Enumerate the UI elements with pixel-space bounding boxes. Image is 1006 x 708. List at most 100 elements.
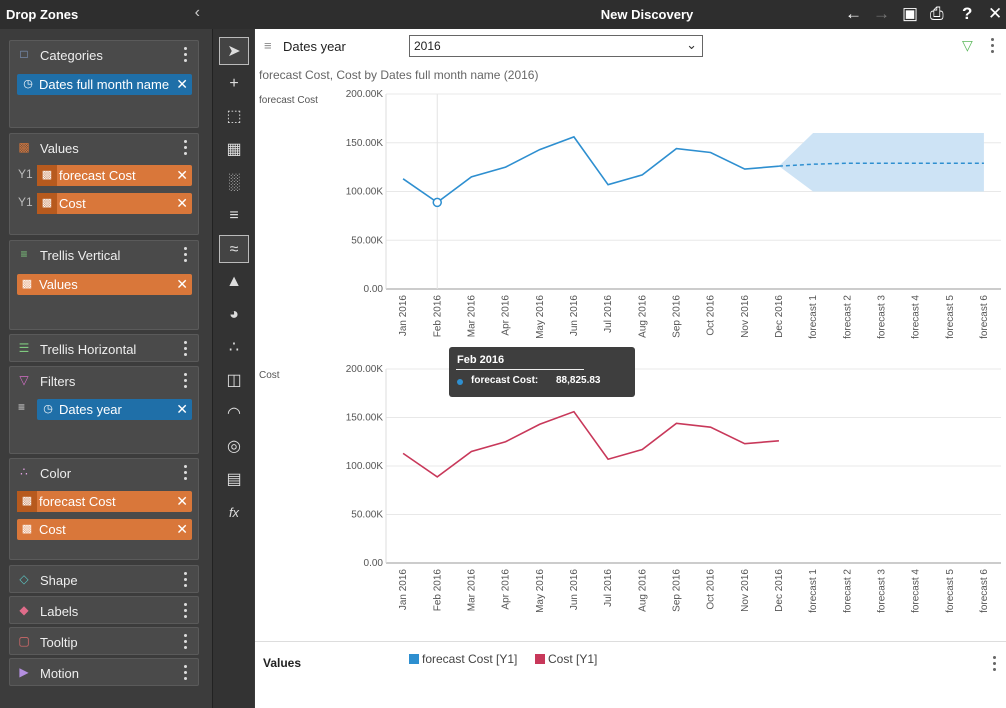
pill-label: Dates full month name (39, 77, 170, 92)
x-tick-label: Mar 2016 (466, 295, 477, 338)
y-tick-label: 50.00K (351, 235, 383, 246)
x-tick-label: forecast 3 (876, 569, 887, 613)
column-chart-icon[interactable]: ░ (228, 174, 240, 191)
trellis-horizontal-zone[interactable]: ☰ Trellis Horizontal (9, 334, 199, 362)
shape-menu-icon[interactable] (184, 572, 188, 588)
collapse-panel-icon[interactable]: ‹ (194, 4, 200, 21)
scatter-chart-icon[interactable]: ∴ (228, 339, 240, 356)
tooltip-zone[interactable]: ▢ Tooltip (9, 627, 199, 655)
motion-zone[interactable]: ▶ Motion (9, 658, 199, 686)
content-menu-icon[interactable] (991, 38, 995, 53)
color-zone-title: Color (40, 466, 72, 481)
legend-swatch (535, 654, 545, 664)
save-icon[interactable]: ▣ (902, 4, 919, 23)
forecast-confidence-band (778, 133, 984, 192)
back-arrow-icon[interactable]: ← (845, 4, 862, 23)
y-tick-label: 100.00K (346, 187, 384, 198)
help-icon[interactable]: ? (962, 4, 973, 23)
pill-label: Dates year (59, 402, 122, 417)
tooltip-title: Feb 2016 (457, 354, 505, 366)
tooltip-menu-icon[interactable] (184, 634, 188, 650)
legend-item-label[interactable]: Cost [Y1] (548, 652, 598, 666)
y-tick-label: 150.00K (346, 138, 384, 149)
trellis-vertical-menu-icon[interactable] (184, 247, 188, 263)
categories-menu-icon[interactable] (184, 47, 188, 63)
grid-table-icon[interactable]: ▦ (226, 141, 242, 158)
chart-area[interactable]: forecast Cost 0.00 50.00K 100.00K 150.00K 200… (255, 29, 1006, 641)
pivot-table-icon[interactable]: ▤ (226, 471, 242, 488)
categories-pill-dates-full-month-name[interactable]: ◷ Dates full month name ✕ (17, 74, 192, 95)
motion-menu-icon[interactable] (184, 665, 188, 681)
x-tick-label: forecast 5 (945, 295, 956, 339)
crosshair-add-icon[interactable]: + (229, 75, 239, 92)
motion-zone-title: Motion (40, 666, 80, 681)
shape-zone[interactable]: ◇ Shape (9, 565, 199, 593)
gauge-icon[interactable]: ◠ (227, 405, 241, 422)
pointer-select-icon[interactable]: ➤ (219, 37, 249, 65)
pill-label: Values (39, 277, 78, 292)
color-pill-cost[interactable]: ▩ Cost ✕ (17, 519, 192, 540)
y-tick-label: 0.00 (364, 284, 384, 295)
legend-swatch (409, 654, 419, 664)
categories-icon: □ (20, 47, 28, 61)
trellis-vertical-pill-values[interactable]: ▩ Values ✕ (17, 274, 192, 295)
labels-menu-icon[interactable] (184, 603, 188, 619)
x-tick-label: Dec 2016 (774, 569, 785, 612)
highlighted-point (432, 197, 442, 208)
x-tick-label: forecast 1 (808, 295, 819, 339)
values-pill-forecast-cost[interactable]: ▩ forecast Cost ✕ (37, 165, 192, 186)
trellis-vertical-zone: ≡ Trellis Vertical ▩ Values ✕ (9, 240, 199, 330)
map-globe-icon[interactable]: ◎ (227, 438, 241, 455)
legend-menu-icon[interactable] (993, 656, 997, 671)
x-tick-label: forecast 1 (808, 569, 819, 613)
remove-icon[interactable]: ✕ (176, 276, 188, 292)
x-tick-label: Apr 2016 (501, 295, 512, 336)
x-tick-label: Oct 2016 (706, 569, 717, 610)
values-pill-cost[interactable]: ▩ Cost ✕ (37, 193, 192, 214)
values-icon: ▩ (18, 140, 30, 154)
pill-label: Cost (39, 522, 66, 537)
date-field-icon: ◷ (43, 403, 53, 415)
forward-arrow-icon[interactable]: → (873, 4, 890, 23)
labels-zone[interactable]: ◆ Labels (9, 596, 199, 624)
axis-label-y1: Y1 (18, 167, 33, 181)
motion-play-icon: ▶ (19, 665, 29, 679)
filters-pill-dates-year[interactable]: ◷ Dates year ✕ (37, 399, 192, 420)
print-icon[interactable]: ⎙ (930, 4, 944, 23)
formula-chart-icon[interactable]: fx (228, 505, 240, 520)
remove-icon[interactable]: ✕ (176, 493, 188, 509)
remove-icon[interactable]: ✕ (176, 167, 188, 183)
chart-tooltip: Feb 2016 forecast Cost: 88,825.83 (449, 347, 635, 397)
x-tick-label: Jul 2016 (603, 569, 614, 607)
x-tick-label: Jun 2016 (569, 295, 580, 337)
lasso-select-icon[interactable]: ⬚ (226, 108, 242, 125)
trellis-vertical-icon: ≡ (20, 247, 28, 261)
x-tick-label: forecast 3 (876, 295, 887, 339)
line-chart-icon[interactable]: ≈ (219, 235, 249, 263)
year-select[interactable]: 2016 ⌄ (409, 35, 703, 57)
legend-item-label[interactable]: forecast Cost [Y1] (422, 652, 518, 666)
remove-icon[interactable]: ✕ (176, 521, 188, 537)
close-icon[interactable]: ✕ (988, 4, 1003, 23)
color-zone: ∴ Color ▩ forecast Cost ✕ ▩ Cost ✕ (9, 458, 199, 560)
remove-icon[interactable]: ✕ (176, 76, 188, 92)
values-menu-icon[interactable] (184, 140, 188, 156)
color-menu-icon[interactable] (184, 465, 188, 481)
y-tick-label: 200.00K (346, 364, 384, 375)
y-tick-label: 0.00 (364, 558, 384, 569)
x-tick-label: Jan 2016 (398, 569, 409, 611)
x-tick-label: Dec 2016 (774, 295, 785, 338)
pie-chart-icon[interactable]: ◕ (229, 306, 239, 323)
filter-funnel-icon[interactable]: ▽ (962, 37, 973, 53)
filters-menu-icon[interactable] (184, 373, 188, 389)
x-tick-label: Feb 2016 (432, 569, 443, 612)
remove-icon[interactable]: ✕ (176, 401, 188, 417)
trellis-horizontal-menu-icon[interactable] (184, 341, 188, 357)
x-tick-label: Oct 2016 (706, 295, 717, 336)
color-pill-forecast-cost[interactable]: ▩ forecast Cost ✕ (17, 491, 192, 512)
remove-icon[interactable]: ✕ (176, 195, 188, 211)
area-chart-icon[interactable]: ▲ (226, 273, 242, 290)
bar-chart-icon[interactable]: ≡ (229, 207, 239, 224)
x-tick-label: Sep 2016 (671, 295, 682, 338)
treemap-icon[interactable]: ◫ (226, 372, 242, 389)
